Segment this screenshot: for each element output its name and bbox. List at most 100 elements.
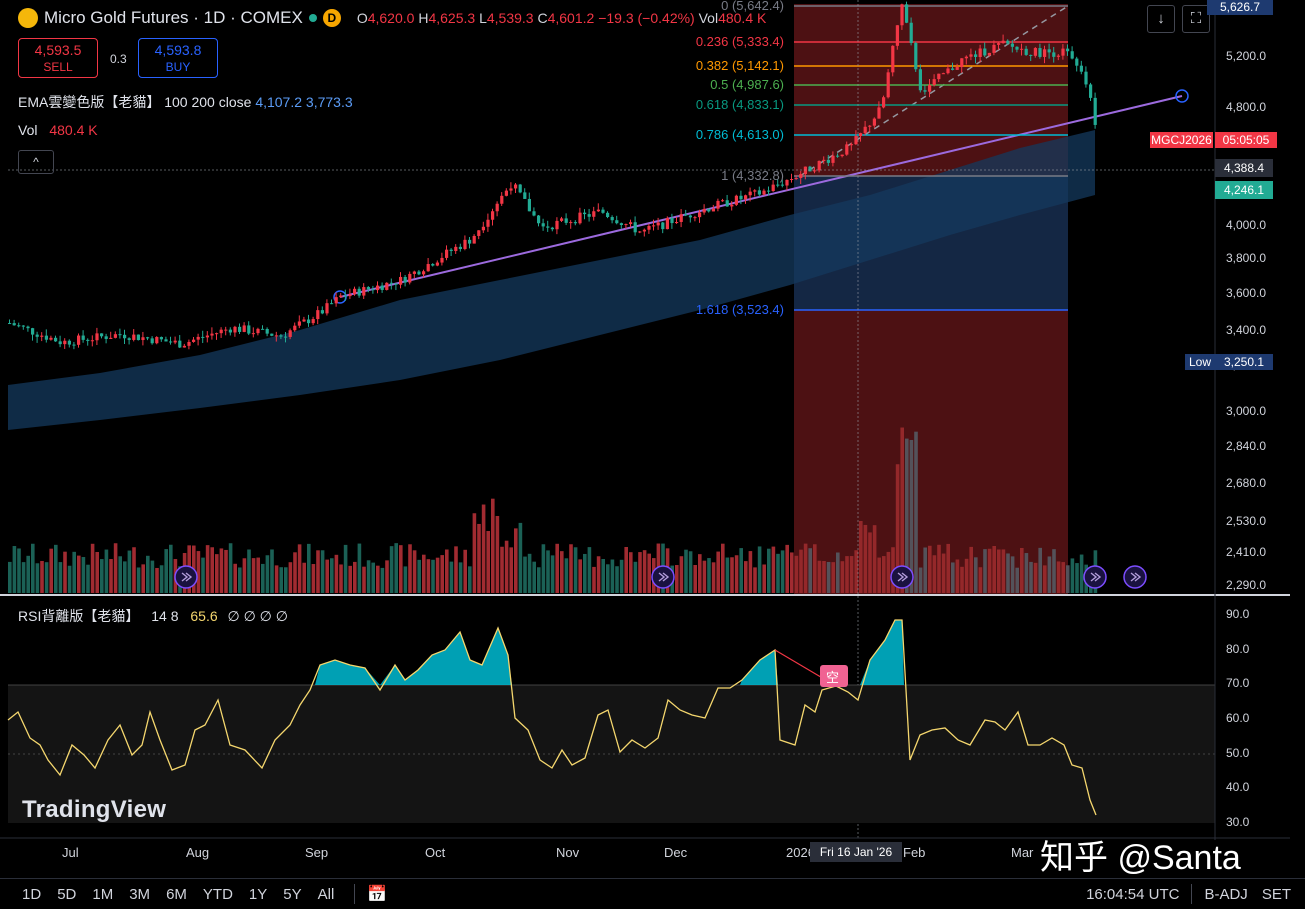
- volume-bar: [491, 498, 495, 593]
- spread-value: 0.3: [110, 52, 127, 66]
- volume-bar: [707, 558, 711, 593]
- volume-bar: [228, 543, 233, 593]
- toolbar-divider: [354, 884, 356, 904]
- volume-bar: [127, 550, 132, 593]
- candle-body: [491, 211, 495, 220]
- volume-bar: [767, 548, 771, 593]
- candle-body: [320, 310, 324, 314]
- volume-bar: [693, 565, 697, 593]
- candle-body: [840, 154, 844, 157]
- interval-chip[interactable]: D: [322, 9, 341, 27]
- rsi-tick: 80.0: [1226, 641, 1250, 656]
- candle-body: [854, 136, 858, 145]
- volume-bar: [730, 557, 734, 593]
- candle-body: [81, 335, 85, 340]
- sell-button[interactable]: 4,593.5 SELL: [18, 38, 98, 78]
- candle-body: [385, 282, 389, 290]
- candle-body: [302, 319, 306, 322]
- volume-bar: [1056, 561, 1061, 593]
- clock-time[interactable]: 16:04:54 UTC: [1086, 885, 1180, 903]
- volume-bar: [325, 559, 329, 593]
- candle-body: [348, 294, 352, 297]
- volume-bar: [826, 561, 831, 593]
- range-5d[interactable]: 5D: [57, 885, 77, 903]
- volume-bar: [389, 546, 394, 593]
- volume-bar: [311, 564, 316, 593]
- volume-bar: [261, 563, 265, 593]
- candle-body: [877, 107, 881, 119]
- candle-body: [918, 69, 922, 91]
- candle-body: [753, 190, 757, 192]
- candle-body: [891, 45, 895, 73]
- candle-body: [288, 330, 292, 337]
- rsi-legend[interactable]: RSI背離版【老貓】 14 8 65.6 ∅ ∅ ∅ ∅: [18, 608, 288, 624]
- candle-body: [100, 333, 104, 337]
- buy-button[interactable]: 4,593.8 BUY: [138, 38, 218, 78]
- candle-body: [274, 335, 278, 337]
- range-6m[interactable]: 6M: [166, 885, 187, 903]
- candle-body: [366, 287, 370, 290]
- candle-body: [261, 328, 265, 330]
- trend-line-end-handle: [1175, 89, 1189, 103]
- candle-body: [155, 337, 159, 344]
- volume-bar: [688, 551, 693, 593]
- range-all[interactable]: All: [317, 885, 335, 903]
- volume-bar: [794, 555, 799, 593]
- candle-body: [679, 214, 683, 222]
- volume-bar: [1043, 565, 1047, 593]
- rsi-signal-badge: [820, 665, 848, 687]
- candle-body: [849, 144, 853, 146]
- collapse-legend-button[interactable]: ^: [18, 150, 54, 174]
- adj-button[interactable]: B-ADJ: [1204, 885, 1248, 903]
- fullscreen-icon[interactable]: ⛶: [1182, 5, 1210, 33]
- candle-body: [1052, 52, 1056, 57]
- trend-line-start-handle: [333, 290, 347, 304]
- candle-body: [334, 297, 338, 304]
- range-5y[interactable]: 5Y: [283, 885, 302, 903]
- vol-indicator-legend[interactable]: Vol 480.4 K: [18, 122, 98, 138]
- set-button[interactable]: SET: [1261, 885, 1291, 903]
- range-ytd[interactable]: YTD: [202, 885, 233, 903]
- volume-bar: [679, 556, 684, 593]
- volume-bar: [348, 565, 352, 593]
- candle-body: [1006, 40, 1010, 44]
- candle-body: [35, 334, 39, 337]
- volume-bar: [12, 546, 17, 593]
- volume-bar: [555, 543, 559, 593]
- candle-body: [518, 184, 522, 193]
- candle-body: [118, 334, 122, 336]
- candle-body: [638, 231, 642, 233]
- range-1d[interactable]: 1D: [22, 885, 42, 903]
- range-1y[interactable]: 1Y: [248, 885, 268, 903]
- crosshair-price-badge: 4,388.4: [1215, 159, 1273, 177]
- scroll-down-icon[interactable]: ↓: [1147, 5, 1175, 33]
- volume-bar: [205, 545, 210, 593]
- symbol-title[interactable]: Micro Gold Futures · 1D · COMEX: [44, 8, 303, 27]
- volume-bar: [983, 549, 987, 593]
- candle-body: [661, 222, 665, 230]
- candle-body: [445, 249, 449, 258]
- candle-body: [578, 212, 582, 224]
- candle-body: [440, 257, 444, 263]
- volume-bar: [872, 525, 877, 593]
- volume-bar: [974, 557, 978, 593]
- candle-body: [343, 295, 347, 297]
- calendar-icon[interactable]: 📅: [367, 886, 388, 903]
- volume-bar: [964, 558, 969, 593]
- candle-body: [1038, 48, 1042, 57]
- candle-body: [224, 329, 228, 331]
- candle-body: [8, 323, 12, 325]
- volume-bar: [159, 565, 164, 593]
- volume-bar: [932, 555, 937, 593]
- range-3m[interactable]: 3M: [129, 885, 151, 903]
- candle-body: [426, 264, 430, 272]
- candle-body: [325, 303, 329, 314]
- volume-bar: [675, 565, 679, 593]
- candle-body: [665, 218, 669, 230]
- candle-body: [560, 218, 564, 221]
- range-1m[interactable]: 1M: [92, 885, 114, 903]
- candle-body: [573, 222, 577, 224]
- ema-indicator-legend[interactable]: EMA雲變色版【老貓】 100 200 close 4,107.2 3,773.…: [18, 94, 353, 110]
- volume-bars: [8, 427, 1098, 593]
